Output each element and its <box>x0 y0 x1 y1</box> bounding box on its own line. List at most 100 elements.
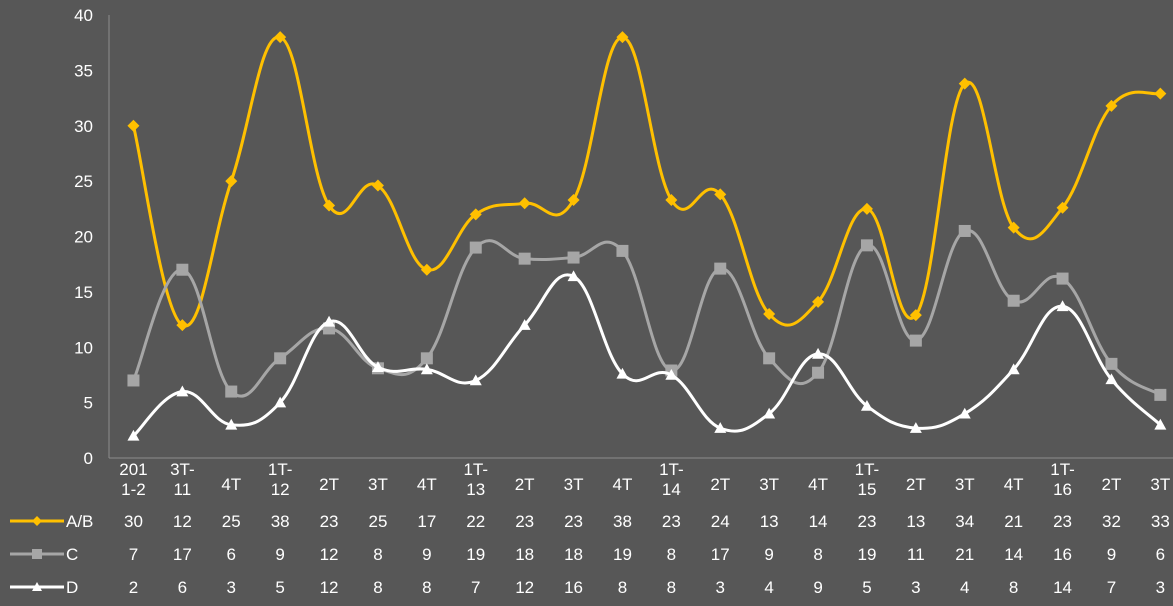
legend-label: D <box>66 578 78 597</box>
table-cell: 21 <box>955 545 974 564</box>
table-cell: 23 <box>857 512 876 531</box>
x-tick-label: 3T- <box>170 460 195 479</box>
data-point <box>567 193 580 206</box>
table-cell: 24 <box>711 512 730 531</box>
table-cell: 33 <box>1151 512 1170 531</box>
data-point <box>763 407 776 419</box>
data-point <box>909 334 922 347</box>
data-point <box>127 374 140 387</box>
x-tick-label: 2T <box>515 475 535 494</box>
table-cell: 25 <box>368 512 387 531</box>
data-point <box>909 309 922 322</box>
table-cell: 9 <box>1107 545 1116 564</box>
x-tick-label: 2T <box>710 475 730 494</box>
x-tick-label: 1-2 <box>121 480 146 499</box>
table-cell: 13 <box>906 512 925 531</box>
table-cell: 23 <box>320 512 339 531</box>
legend-label: C <box>66 545 78 564</box>
data-point <box>958 407 971 419</box>
y-tick-label: 40 <box>74 6 93 25</box>
data-point <box>518 197 531 210</box>
data-point <box>812 295 825 308</box>
table-row: D 2 6 3 5 12 8 8 7 12 16 8 8 3 4 9 5 3 4 8 14 7 3 <box>10 578 1165 597</box>
table-cell: 6 <box>1156 545 1165 564</box>
x-tick-label: 4T <box>221 475 241 494</box>
data-point <box>1154 388 1167 401</box>
table-cell: 14 <box>1053 578 1072 597</box>
table-cell: 8 <box>667 578 676 597</box>
x-tick-label: 15 <box>857 480 876 499</box>
data-point <box>1056 272 1069 285</box>
legend-key-marker <box>32 549 42 559</box>
table-cell: 9 <box>422 545 431 564</box>
series-line <box>132 229 1162 398</box>
data-point <box>1007 294 1020 307</box>
x-tick-label: 3T <box>564 475 584 494</box>
table-cell: 38 <box>271 512 290 531</box>
x-tick-label: 3T <box>1150 475 1170 494</box>
table-cell: 3 <box>911 578 920 597</box>
data-point <box>127 429 140 441</box>
y-tick-label: 15 <box>74 283 93 302</box>
data-point <box>469 241 482 254</box>
x-tick-label: 1T- <box>463 460 488 479</box>
table-cell: 8 <box>1009 578 1018 597</box>
table-cell: 5 <box>862 578 871 597</box>
table-cell: 12 <box>515 578 534 597</box>
x-tick-label: 1T- <box>1050 460 1075 479</box>
x-tick-label: 201 <box>119 460 147 479</box>
data-point <box>1056 300 1069 312</box>
x-tick-label: 3T <box>368 475 388 494</box>
table-cell: 16 <box>564 578 583 597</box>
data-point <box>616 244 629 257</box>
data-point <box>274 396 287 408</box>
legend-key-marker <box>32 516 42 526</box>
data-point <box>665 368 678 380</box>
series-a-b <box>127 31 1167 332</box>
data-point <box>225 418 238 430</box>
data-point <box>616 31 629 44</box>
series-d <box>127 270 1167 441</box>
x-tick-label: 14 <box>662 480 681 499</box>
table-cell: 3 <box>716 578 725 597</box>
x-tick-label: 3T <box>759 475 779 494</box>
table-cell: 12 <box>320 545 339 564</box>
data-point <box>176 319 189 332</box>
table-cell: 7 <box>129 545 138 564</box>
table-cell: 23 <box>662 512 681 531</box>
table-cell: 3 <box>1156 578 1165 597</box>
data-point <box>274 352 287 365</box>
data-point <box>518 319 531 330</box>
x-tick-label: 3T <box>955 475 975 494</box>
data-point <box>127 119 140 132</box>
y-tick-label: 0 <box>84 449 93 468</box>
series-line <box>131 35 1161 328</box>
data-point <box>420 352 433 365</box>
table-cell: 18 <box>515 545 534 564</box>
x-tick-label: 2T <box>1102 475 1122 494</box>
table-row: C 7 17 6 9 12 8 9 19 18 18 19 8 17 9 8 19 11 21 14 16 9 6 <box>10 545 1165 564</box>
table-cell: 7 <box>1107 578 1116 597</box>
x-tick-label: 4T <box>808 475 828 494</box>
data-point <box>420 363 433 375</box>
table-cell: 34 <box>955 512 974 531</box>
data-point <box>371 179 384 192</box>
data-point <box>665 193 678 206</box>
data-point <box>860 202 873 215</box>
legend-label: A/B <box>66 512 93 531</box>
x-tick-label: 4T <box>613 475 633 494</box>
data-point <box>371 361 384 372</box>
table-cell: 23 <box>1053 512 1072 531</box>
y-axis: 0 5 10 15 20 25 30 35 40 <box>74 6 110 468</box>
table-cell: 16 <box>1053 545 1072 564</box>
data-point <box>567 270 580 282</box>
data-point <box>1007 221 1020 234</box>
x-tick-label: 1T- <box>659 460 684 479</box>
data-point <box>323 199 336 212</box>
table-cell: 11 <box>907 545 925 564</box>
table-cell: 7 <box>471 578 480 597</box>
x-tick-label: 12 <box>271 480 290 499</box>
table-cell: 23 <box>515 512 534 531</box>
y-tick-label: 35 <box>74 61 93 80</box>
